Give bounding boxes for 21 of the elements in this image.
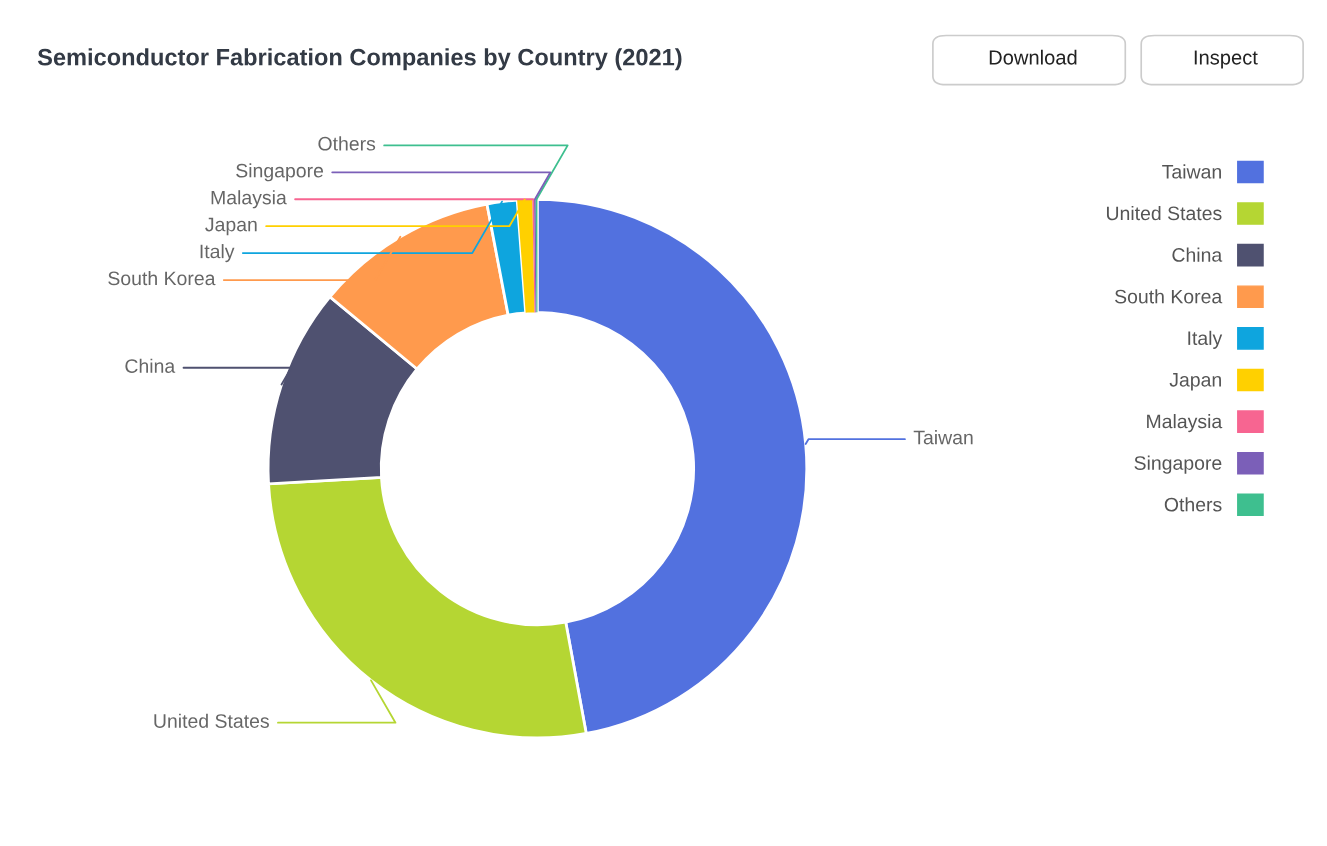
slice-label: Singapore: [236, 163, 324, 182]
slice-label: Japan: [205, 217, 257, 236]
legend-label: China: [1172, 247, 1223, 262]
legend-label: United States: [1107, 205, 1222, 221]
slice-label: Taiwan: [913, 430, 973, 445]
slice-label: China: [125, 358, 176, 373]
text: Inspect: [1194, 50, 1258, 69]
legend-label: Taiwan: [1162, 164, 1221, 179]
legend-label: Singapore: [1134, 455, 1222, 474]
legend-label: Japan: [1169, 373, 1221, 391]
text: Download: [989, 49, 1077, 65]
legend-label: Italy: [1188, 330, 1223, 349]
slice-label: Others: [318, 136, 376, 151]
slice-label: South Korea: [108, 270, 216, 286]
legend-label: Others: [1164, 497, 1222, 512]
legend-label: South Korea: [1115, 289, 1223, 304]
slice-label: Malaysia: [211, 190, 287, 209]
legend-label: Malaysia: [1147, 414, 1223, 433]
slice-label: Italy: [200, 244, 235, 263]
slice-label: United States: [154, 713, 269, 728]
chart-title: Semiconductor Fabrication Companies by Country (2021): [37, 48, 682, 71]
